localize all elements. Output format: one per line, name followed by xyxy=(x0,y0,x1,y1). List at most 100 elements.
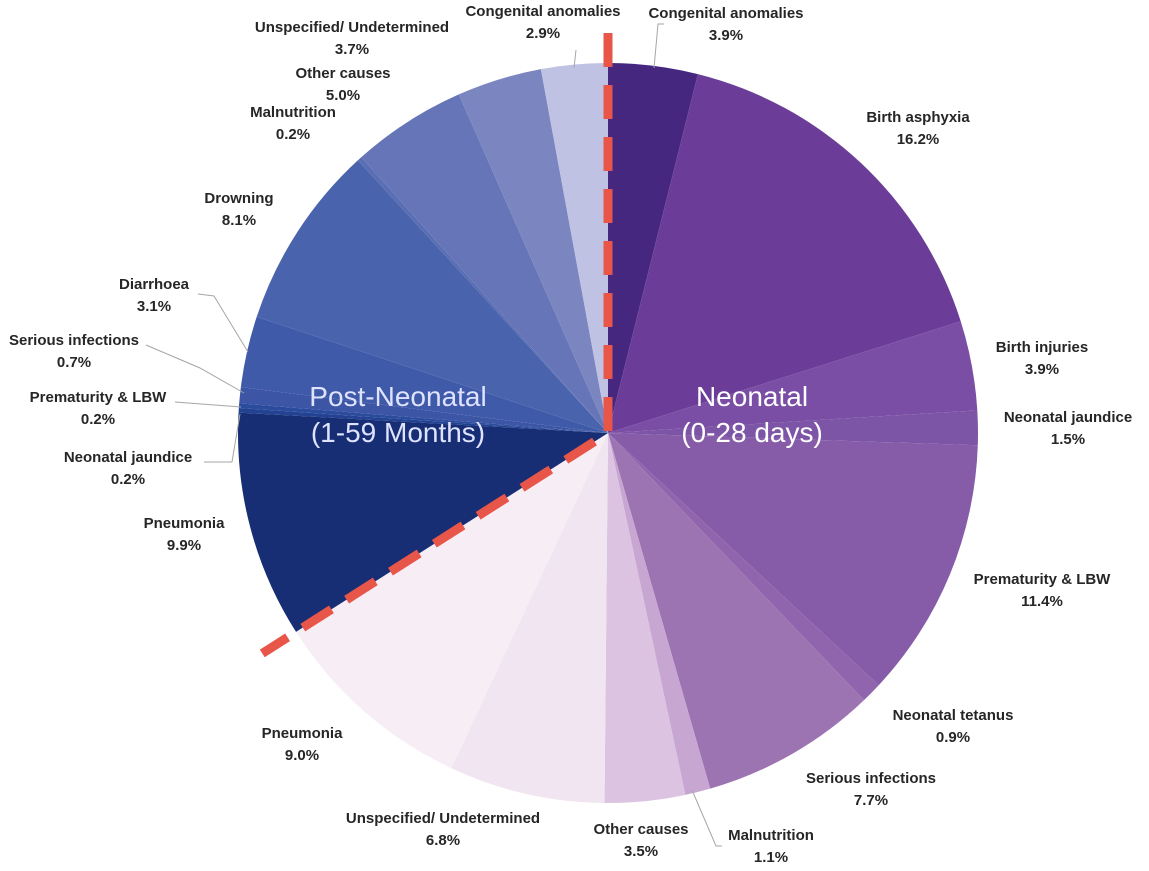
slice-label-value: 2.9% xyxy=(526,25,560,42)
slice-label-value: 3.9% xyxy=(709,27,743,44)
slice-label-value: 1.1% xyxy=(754,849,788,866)
slice-label-name: Prematurity & LBW xyxy=(30,389,168,406)
pie-slice-neonatal-pneumonia xyxy=(296,433,608,769)
slice-label-neonatal-birth-asphyxia: Birth asphyxia 16.2% xyxy=(866,109,970,148)
slice-label-name: Birth injuries xyxy=(996,339,1089,356)
leader-line-neonatal-congenital-anomalies xyxy=(653,23,664,69)
group-label-line: Neonatal xyxy=(696,381,808,412)
slice-label-neonatal-congenital-anomalies: Congenital anomalies 3.9% xyxy=(648,5,803,44)
slice-label-value: 3.1% xyxy=(137,298,171,315)
slice-label-name: Drowning xyxy=(204,190,273,207)
pie-slice-post-neonatal-congenital-anomalies xyxy=(540,63,608,433)
slice-label-name: Congenital anomalies xyxy=(648,5,803,22)
leader-line-neonatal-malnutrition xyxy=(691,789,722,847)
slice-label-value: 0.2% xyxy=(81,411,115,428)
leader-line-post-neonatal-diarrhoea xyxy=(197,293,249,353)
slice-label-value: 3.5% xyxy=(624,843,658,860)
group-label-post-neonatal: Post-Neonatal (1-59 Months) xyxy=(309,381,486,448)
slice-label-name: Diarrhoea xyxy=(119,276,190,293)
slice-label-name: Serious infections xyxy=(806,770,936,787)
pie-slice-neonatal-congenital-anomalies xyxy=(608,63,698,433)
pie-slice-post-neonatal-diarrhoea xyxy=(240,316,608,433)
pie-slice-post-neonatal-neonatal-jaundice xyxy=(238,408,608,433)
slice-label-value: 0.9% xyxy=(936,729,970,746)
slice-label-value: 9.0% xyxy=(285,747,319,764)
labels-layer: Congenital anomalies 3.9% Birth asphyxia 16… xyxy=(9,3,1132,866)
slices-layer xyxy=(238,63,979,803)
group-labels-layer: Neonatal (0-28 days) Post-Neonatal (1-59 Mo… xyxy=(309,381,823,448)
slice-label-value: 9.9% xyxy=(167,537,201,554)
slice-label-post-neonatal-congenital-anomalies: Congenital anomalies 2.9% xyxy=(465,3,620,42)
slice-label-post-neonatal-drowning: Drowning 8.1% xyxy=(204,190,273,229)
slice-label-post-neonatal-serious-infections: Serious infections 0.7% xyxy=(9,332,139,371)
pie-slice-neonatal-unspecified-undetermined xyxy=(451,433,608,803)
slice-label-name: Unspecified/ Undetermined xyxy=(255,19,449,36)
pie-slice-post-neonatal-serious-infections xyxy=(239,387,608,433)
group-label-line: (0-28 days) xyxy=(681,417,823,448)
slice-label-neonatal-other-causes: Other causes 3.5% xyxy=(593,821,688,860)
slice-label-name: Other causes xyxy=(593,821,688,838)
pie-slice-post-neonatal-pneumonia xyxy=(238,412,608,632)
slice-label-post-neonatal-other-causes: Other causes 5.0% xyxy=(295,65,390,104)
pie-slice-neonatal-neonatal-tetanus xyxy=(608,433,879,701)
slice-label-name: Serious infections xyxy=(9,332,139,349)
leader-line-post-neonatal-prematurity-lbw xyxy=(174,401,242,408)
slice-label-name: Neonatal jaundice xyxy=(1004,409,1132,426)
slice-label-neonatal-unspecified-undetermined: Unspecified/ Undetermined 6.8% xyxy=(346,810,540,849)
slice-label-name: Birth asphyxia xyxy=(866,109,970,126)
leader-line-post-neonatal-serious-infections xyxy=(145,344,245,394)
pie-slice-post-neonatal-other-causes xyxy=(361,94,608,434)
slice-label-neonatal-pneumonia: Pneumonia 9.0% xyxy=(262,725,344,764)
slice-label-name: Neonatal jaundice xyxy=(64,449,192,466)
slice-label-name: Pneumonia xyxy=(262,725,344,742)
leaders-layer xyxy=(145,23,722,847)
leader-line-post-neonatal-neonatal-jaundice xyxy=(204,413,241,463)
slice-label-value: 1.5% xyxy=(1051,431,1085,448)
slice-label-post-neonatal-malnutrition: Malnutrition 0.2% xyxy=(250,104,336,143)
pie-slice-neonatal-other-causes xyxy=(604,433,686,803)
pie-slice-neonatal-neonatal-jaundice xyxy=(608,410,979,446)
slice-label-value: 8.1% xyxy=(222,212,256,229)
group-divider-line xyxy=(259,33,613,658)
pie-slice-neonatal-birth-asphyxia xyxy=(608,74,961,433)
slice-label-value: 0.7% xyxy=(57,354,91,371)
slice-label-name: Pneumonia xyxy=(144,515,226,532)
pie-slice-post-neonatal-drowning xyxy=(256,160,608,433)
slice-label-value: 5.0% xyxy=(326,87,360,104)
pie-slice-post-neonatal-unspecified-undetermined xyxy=(458,69,608,433)
slice-label-neonatal-serious-infections: Serious infections 7.7% xyxy=(806,770,936,809)
slice-label-name: Unspecified/ Undetermined xyxy=(346,810,540,827)
group-label-neonatal: Neonatal (0-28 days) xyxy=(681,381,823,448)
slice-label-neonatal-birth-injuries: Birth injuries 3.9% xyxy=(996,339,1089,378)
slice-label-value: 11.4% xyxy=(1021,593,1063,610)
slice-label-name: Other causes xyxy=(295,65,390,82)
slice-label-name: Neonatal tetanus xyxy=(893,707,1014,724)
leader-line-post-neonatal-congenital-anomalies xyxy=(573,49,577,69)
slice-label-value: 0.2% xyxy=(276,126,310,143)
slice-label-neonatal-neonatal-jaundice: Neonatal jaundice 1.5% xyxy=(1004,409,1132,448)
slice-label-value: 6.8% xyxy=(426,832,460,849)
slice-label-neonatal-neonatal-tetanus: Neonatal tetanus 0.9% xyxy=(893,707,1014,746)
pie-slice-neonatal-birth-injuries xyxy=(608,321,978,433)
slice-label-value: 0.2% xyxy=(111,471,145,488)
pie-slice-post-neonatal-prematurity-lbw xyxy=(238,403,608,433)
slice-label-post-neonatal-pneumonia: Pneumonia 9.9% xyxy=(144,515,226,554)
group-label-line: Post-Neonatal xyxy=(309,381,486,412)
slice-label-post-neonatal-diarrhoea: Diarrhoea 3.1% xyxy=(119,276,190,315)
slice-label-neonatal-prematurity-lbw: Prematurity & LBW 11.4% xyxy=(974,571,1112,610)
slice-label-name: Malnutrition xyxy=(250,104,336,121)
pie-slice-neonatal-serious-infections xyxy=(608,433,865,789)
slice-label-post-neonatal-prematurity-lbw: Prematurity & LBW 0.2% xyxy=(30,389,168,428)
pie-slice-post-neonatal-malnutrition xyxy=(357,157,608,433)
group-label-line: (1-59 Months) xyxy=(311,417,485,448)
slice-label-value: 3.9% xyxy=(1025,361,1059,378)
divider-layer xyxy=(259,33,613,658)
slice-label-post-neonatal-neonatal-jaundice: Neonatal jaundice 0.2% xyxy=(64,449,192,488)
slice-label-value: 3.7% xyxy=(335,41,369,58)
slice-label-name: Malnutrition xyxy=(728,827,814,844)
slice-label-value: 7.7% xyxy=(854,792,888,809)
slice-label-value: 16.2% xyxy=(897,131,940,148)
slice-label-name: Prematurity & LBW xyxy=(974,571,1112,588)
